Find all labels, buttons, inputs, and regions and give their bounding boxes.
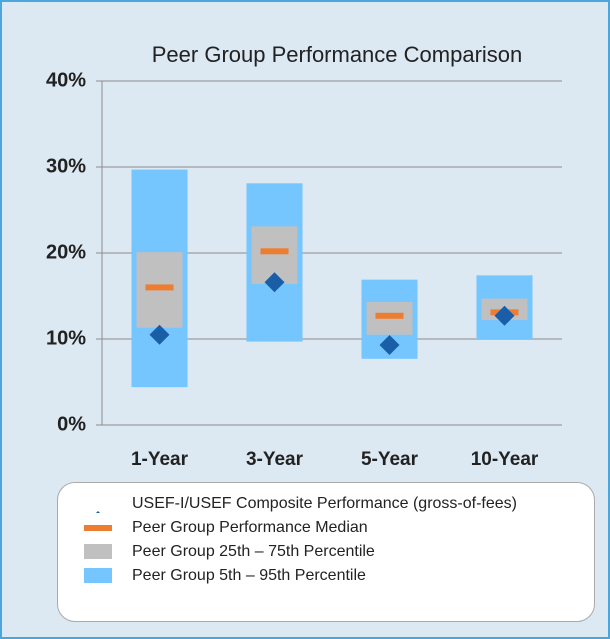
median-mark: [260, 248, 289, 255]
legend-label: Peer Group Performance Median: [132, 519, 368, 536]
legend-item: Peer Group 5th – 95th Percentile: [70, 565, 584, 586]
y-tick-label: 30%: [46, 155, 86, 177]
composite-diamond: [494, 305, 515, 326]
x-tick-label: 3-Year: [246, 449, 304, 470]
composite-diamond: [149, 324, 170, 345]
chart: Peer Group Performance Comparison 0% 10% 2…: [46, 42, 562, 470]
legend-label: Peer Group 25th – 75th Percentile: [132, 543, 375, 560]
median-mark: [375, 312, 404, 319]
legend-dash: [84, 525, 112, 531]
legend-symbol: [96, 511, 100, 513]
legend-label: Peer Group 5th – 95th Percentile: [132, 567, 366, 584]
composite-diamond: [379, 335, 400, 356]
legend-item: Peer Group 25th – 75th Percentile: [70, 541, 584, 562]
x-tick-label: 5-Year: [361, 449, 419, 470]
legend-item: Peer Group Performance Median: [70, 517, 584, 538]
legend: USEF-I/USEF Composite Performance (gross…: [57, 482, 595, 622]
legend-diamond: [96, 511, 100, 513]
median-mark: [145, 284, 174, 291]
chart-title: Peer Group Performance Comparison: [152, 42, 523, 67]
x-tick-label: 10-Year: [471, 449, 539, 470]
legend-symbol: [84, 525, 112, 531]
x-tick-label: 1-Year: [131, 449, 189, 470]
y-tick-label: 10%: [46, 327, 86, 349]
legend-symbol: [84, 544, 112, 559]
legend-swatch: [84, 568, 112, 583]
legend-swatch: [84, 544, 112, 559]
legend-label: USEF-I/USEF Composite Performance (gross…: [132, 495, 517, 512]
composite-diamond: [264, 272, 285, 293]
y-tick-label: 20%: [46, 241, 86, 263]
y-tick-label: 40%: [46, 69, 86, 91]
y-tick-label: 0%: [57, 413, 86, 435]
legend-item: USEF-I/USEF Composite Performance (gross…: [70, 493, 584, 514]
legend-symbol: [84, 568, 112, 583]
